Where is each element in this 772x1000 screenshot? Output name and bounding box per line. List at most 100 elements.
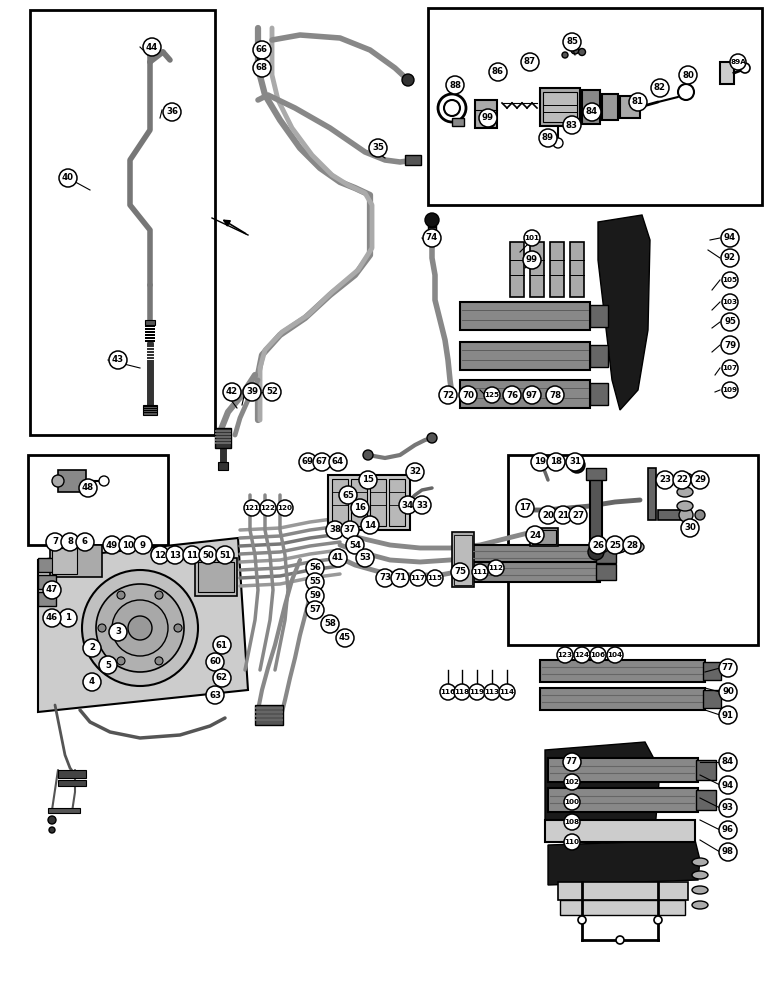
Text: 68: 68 [256, 64, 268, 73]
Text: 42: 42 [226, 387, 238, 396]
Text: 98: 98 [722, 848, 734, 856]
Bar [530, 242, 544, 297]
Bar [558, 882, 688, 900]
Text: 10: 10 [122, 540, 134, 550]
Circle shape [43, 581, 61, 599]
Text: 92: 92 [724, 253, 736, 262]
Bar [145, 44, 155, 45]
Text: 72: 72 [442, 390, 454, 399]
Text: 64: 64 [332, 458, 344, 466]
Text: 62: 62 [216, 674, 228, 682]
Text: 99: 99 [526, 255, 538, 264]
Circle shape [155, 591, 163, 599]
Circle shape [117, 591, 125, 599]
Text: 78: 78 [549, 390, 561, 399]
Bar [696, 790, 716, 810]
Circle shape [691, 471, 709, 489]
Text: 31: 31 [569, 458, 581, 466]
Circle shape [629, 93, 647, 111]
Text: 20: 20 [542, 510, 554, 520]
Circle shape [472, 564, 488, 580]
Circle shape [99, 476, 109, 486]
Circle shape [454, 684, 470, 700]
Text: 73: 73 [379, 574, 391, 582]
Text: 102: 102 [564, 779, 580, 785]
Bar [454, 535, 472, 585]
Bar [703, 662, 721, 680]
Circle shape [59, 609, 77, 627]
Text: 5: 5 [105, 660, 111, 670]
Text: 48: 48 [82, 484, 94, 492]
Text: 79: 79 [724, 340, 736, 350]
Text: 91: 91 [722, 710, 734, 720]
Circle shape [469, 684, 485, 700]
Text: 16: 16 [354, 504, 366, 512]
Polygon shape [545, 742, 660, 838]
Text: 53: 53 [359, 554, 371, 562]
Text: 75: 75 [454, 568, 466, 576]
Circle shape [329, 453, 347, 471]
Bar [351, 479, 367, 526]
Circle shape [439, 386, 457, 404]
Bar [218, 462, 228, 470]
Text: 6: 6 [82, 538, 88, 546]
Text: 56: 56 [309, 564, 321, 572]
Text: 22: 22 [676, 476, 688, 485]
Circle shape [99, 656, 117, 674]
Text: 113: 113 [485, 689, 499, 695]
Bar [255, 705, 283, 725]
Bar [145, 320, 155, 325]
Bar [703, 690, 721, 708]
Circle shape [406, 463, 424, 481]
Text: 105: 105 [723, 277, 737, 283]
Circle shape [306, 587, 324, 605]
Text: 58: 58 [324, 619, 336, 629]
Text: 27: 27 [572, 510, 584, 520]
Ellipse shape [591, 541, 609, 553]
Text: 9: 9 [140, 540, 146, 550]
Circle shape [313, 453, 331, 471]
Text: 74: 74 [426, 233, 438, 242]
Bar [570, 242, 584, 297]
Circle shape [499, 684, 515, 700]
Text: 18: 18 [550, 458, 562, 466]
Circle shape [516, 499, 534, 517]
Circle shape [96, 584, 184, 672]
Circle shape [569, 506, 587, 524]
Bar [145, 337, 155, 339]
Circle shape [83, 639, 101, 657]
Bar [215, 442, 231, 444]
Text: 23: 23 [659, 476, 671, 485]
Text: 21: 21 [557, 510, 569, 520]
Circle shape [503, 386, 521, 404]
Circle shape [524, 230, 540, 246]
Circle shape [564, 834, 580, 850]
Text: 4: 4 [89, 678, 95, 686]
Circle shape [553, 138, 563, 148]
Circle shape [427, 433, 437, 443]
Ellipse shape [692, 871, 708, 879]
Bar [38, 592, 56, 606]
Circle shape [346, 536, 364, 554]
Text: 84: 84 [722, 758, 734, 766]
Circle shape [244, 500, 260, 516]
Circle shape [521, 53, 539, 71]
Circle shape [260, 500, 276, 516]
Circle shape [299, 453, 317, 471]
Circle shape [440, 684, 456, 700]
Bar [532, 530, 556, 544]
Text: 65: 65 [342, 490, 354, 499]
Text: 50: 50 [202, 550, 214, 560]
Bar [143, 410, 157, 411]
Bar [332, 479, 348, 526]
Circle shape [539, 506, 557, 524]
Bar [720, 62, 734, 84]
Text: 125: 125 [485, 392, 499, 398]
Circle shape [174, 624, 182, 632]
Circle shape [678, 84, 694, 100]
Text: 26: 26 [592, 540, 604, 550]
Circle shape [155, 657, 163, 665]
Circle shape [61, 533, 79, 551]
Bar [428, 220, 436, 222]
Bar [30, 10, 215, 435]
